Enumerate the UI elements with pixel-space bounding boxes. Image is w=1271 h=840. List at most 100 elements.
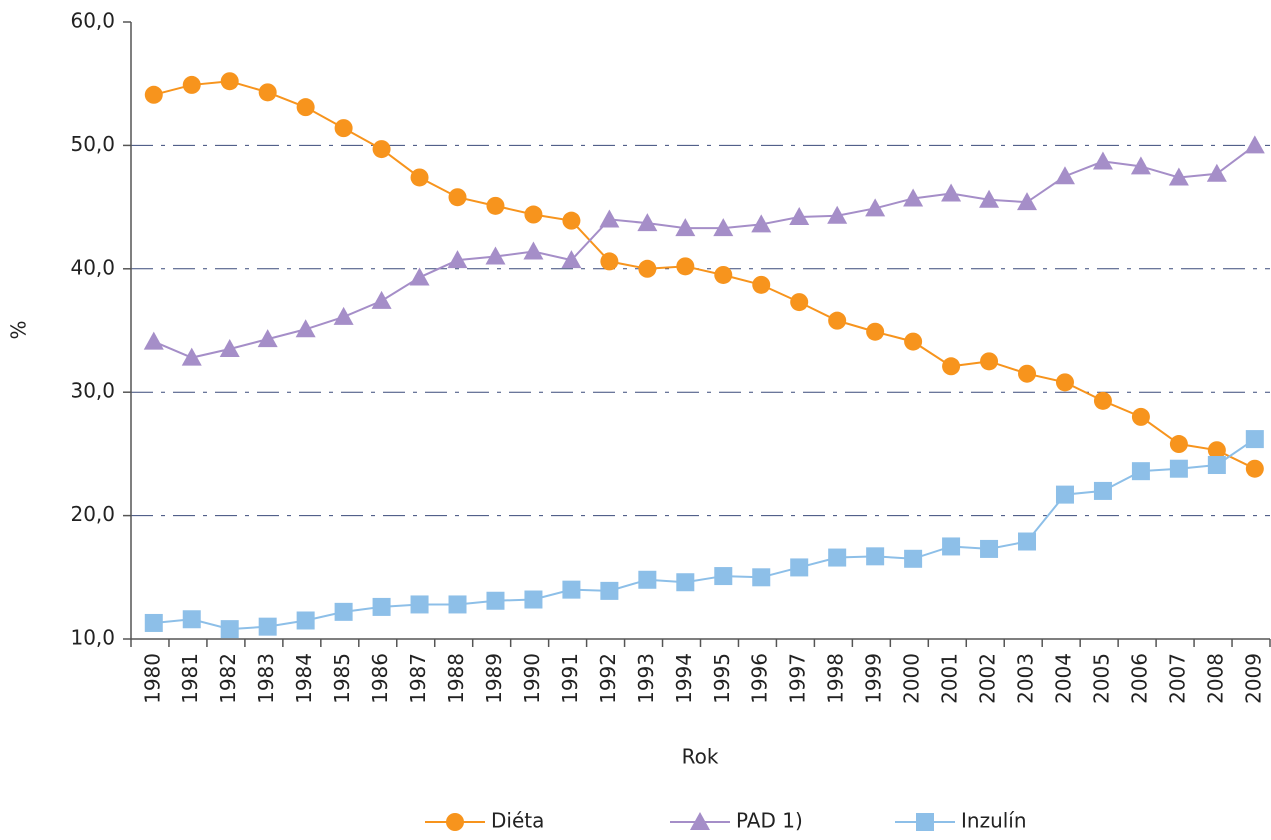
- data-point: [372, 597, 391, 616]
- data-point: [713, 218, 734, 237]
- data-point: [904, 549, 923, 568]
- y-tick-label: 50,0: [70, 132, 115, 156]
- data-point: [676, 257, 695, 276]
- series-line: [153, 144, 1256, 359]
- data-point: [1017, 192, 1038, 211]
- x-tick-label: 1990: [520, 653, 544, 704]
- data-point: [561, 250, 582, 269]
- data-point: [182, 75, 201, 94]
- data-point: [1206, 163, 1227, 182]
- data-point: [600, 252, 619, 271]
- data-point: [371, 290, 392, 309]
- y-tick-label: 60,0: [70, 9, 115, 33]
- data-point: [182, 610, 201, 629]
- data-point: [333, 306, 354, 325]
- data-point: [828, 311, 847, 330]
- data-point: [942, 537, 961, 556]
- y-tick-label: 10,0: [70, 626, 115, 650]
- x-tick-label: 1984: [292, 653, 316, 704]
- x-tick-label: 1987: [406, 653, 430, 704]
- x-tick-label: 1981: [178, 653, 202, 704]
- data-point: [486, 196, 505, 215]
- legend-marker: [690, 812, 710, 830]
- data-point: [980, 352, 999, 371]
- data-point: [220, 620, 239, 639]
- data-point: [334, 602, 353, 621]
- data-point: [866, 547, 885, 566]
- data-point: [1054, 166, 1075, 185]
- data-point: [904, 332, 923, 351]
- data-point: [828, 548, 847, 567]
- legend-marker: [446, 813, 464, 831]
- data-point: [562, 211, 581, 230]
- x-tick-label: 2002: [976, 653, 1000, 704]
- x-tick-label: 2007: [1165, 653, 1189, 704]
- x-tick-label: 2000: [900, 653, 924, 704]
- data-point: [1018, 364, 1037, 383]
- data-point: [144, 85, 163, 104]
- data-point: [486, 591, 505, 610]
- x-tick-label: 1986: [368, 653, 392, 704]
- data-point: [941, 183, 962, 202]
- data-point: [524, 205, 543, 224]
- x-tick-label: 1996: [748, 653, 772, 704]
- data-point: [334, 119, 353, 138]
- data-point: [942, 357, 961, 376]
- data-point: [485, 246, 506, 265]
- x-tick-label: 1994: [672, 653, 696, 704]
- data-point: [409, 267, 430, 286]
- x-tick-label: 1997: [786, 653, 810, 704]
- x-tick-label: 1983: [254, 653, 278, 704]
- x-tick-label: 1982: [216, 653, 240, 704]
- data-point: [790, 558, 809, 577]
- data-point: [1093, 391, 1112, 410]
- y-tick-label: 20,0: [70, 502, 115, 526]
- data-point: [980, 539, 999, 558]
- data-point: [1169, 435, 1188, 454]
- data-point: [1244, 135, 1265, 154]
- x-tick-label: 2006: [1127, 653, 1151, 704]
- series-line: [153, 80, 1256, 470]
- data-point: [448, 188, 467, 207]
- data-point: [637, 213, 658, 232]
- data-point: [295, 319, 316, 338]
- x-tick-label: 2003: [1014, 653, 1038, 704]
- x-tick-label: 1993: [634, 653, 658, 704]
- data-point: [1245, 459, 1264, 478]
- x-tick-label: 1991: [558, 653, 582, 704]
- legend-marker: [916, 813, 934, 831]
- data-point: [752, 275, 771, 294]
- data-point: [676, 573, 695, 592]
- x-tick-label: 1980: [140, 653, 164, 704]
- data-point: [562, 580, 581, 599]
- data-point: [1093, 481, 1112, 500]
- data-point: [675, 218, 696, 237]
- data-point: [1168, 167, 1189, 186]
- x-tick-label: 1992: [596, 653, 620, 704]
- data-point: [220, 72, 239, 91]
- data-point: [296, 98, 315, 117]
- data-point: [258, 83, 277, 102]
- data-point: [1018, 532, 1037, 551]
- data-point: [372, 140, 391, 159]
- x-tick-label: 2009: [1241, 653, 1265, 704]
- data-point: [790, 293, 809, 312]
- data-point: [1207, 441, 1226, 460]
- x-tick-label: 1985: [330, 653, 354, 704]
- data-point: [866, 322, 885, 341]
- data-point: [1169, 459, 1188, 478]
- data-point: [448, 595, 467, 614]
- data-point: [143, 331, 164, 350]
- x-tick-label: 1989: [482, 653, 506, 704]
- data-point: [524, 590, 543, 609]
- legend-label: Diéta: [491, 809, 544, 833]
- data-point: [523, 241, 544, 260]
- x-axis-label: Rok: [682, 745, 719, 769]
- data-point: [447, 250, 468, 269]
- data-point: [258, 617, 277, 636]
- x-tick-label: 1999: [862, 653, 886, 704]
- data-point: [1207, 456, 1226, 475]
- data-point: [410, 595, 429, 614]
- data-point: [638, 570, 657, 589]
